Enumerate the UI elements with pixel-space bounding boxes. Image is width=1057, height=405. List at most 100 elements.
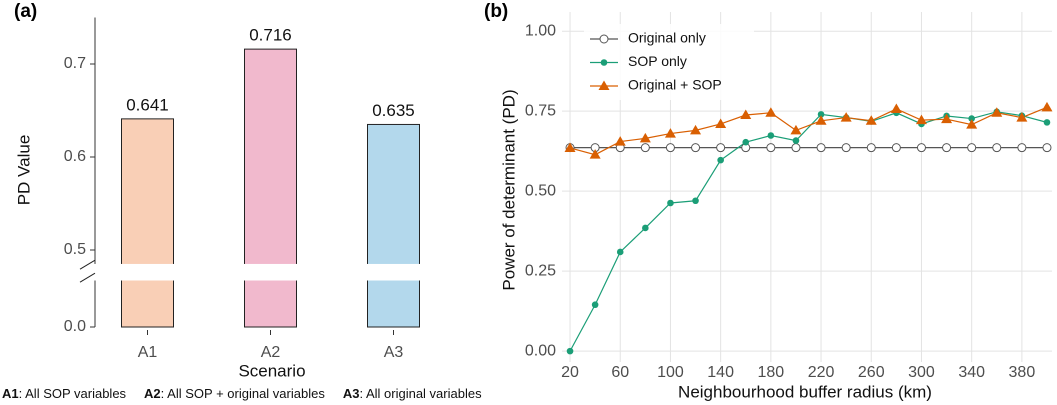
y-axis-title: Power of determinant (PD)	[499, 89, 518, 290]
y-tick-label: 0.7	[64, 55, 86, 72]
caption-text: : All original variables	[359, 386, 482, 401]
marker	[1016, 112, 1028, 122]
x-tick-label: A3	[384, 344, 404, 361]
legend-label: Original + SOP	[628, 77, 722, 93]
marker	[816, 143, 826, 153]
marker	[589, 149, 601, 159]
x-tick-label: 100	[657, 364, 684, 381]
caption-text: : All SOP + original variables	[161, 386, 326, 401]
legend-label: SOP only	[628, 53, 687, 69]
bar	[121, 118, 174, 328]
marker	[716, 143, 726, 153]
marker	[1017, 143, 1027, 153]
marker	[691, 143, 701, 153]
marker	[942, 143, 952, 153]
value-label: 0.635	[372, 101, 415, 120]
bar	[367, 123, 420, 328]
marker	[890, 103, 902, 113]
marker	[715, 118, 727, 128]
y-tick-label: 0.0	[64, 318, 86, 335]
break-mark	[79, 259, 96, 270]
marker	[614, 136, 626, 146]
marker	[1042, 143, 1052, 153]
marker	[815, 115, 827, 125]
marker	[665, 143, 675, 153]
marker	[916, 143, 926, 153]
x-tick-label: 220	[808, 364, 835, 381]
x-tick-label: 300	[908, 364, 935, 381]
x-tick-label: 140	[707, 364, 734, 381]
break-mark	[79, 272, 96, 283]
marker	[664, 128, 676, 138]
marker	[792, 137, 800, 144]
marker	[765, 107, 777, 117]
marker	[966, 119, 978, 129]
x-tick-label: A2	[261, 344, 281, 361]
marker	[817, 111, 825, 118]
series-line	[569, 111, 1048, 352]
marker	[564, 142, 576, 152]
marker	[865, 115, 877, 125]
marker	[640, 143, 650, 153]
marker	[967, 143, 977, 153]
marker	[740, 109, 752, 120]
marker	[766, 143, 776, 153]
x-axis-title: Scenario	[238, 361, 305, 380]
x-tick-label: 380	[1009, 364, 1036, 381]
marker	[1041, 101, 1053, 112]
marker	[841, 143, 851, 153]
caption-code: A1	[2, 386, 19, 401]
value-label: 0.716	[249, 26, 292, 45]
marker	[790, 124, 802, 135]
y-tick-label: 0.5	[64, 241, 86, 258]
marker	[791, 143, 801, 153]
x-tick-label: A1	[138, 344, 158, 361]
marker	[866, 143, 876, 153]
y-tick-label: 0.6	[64, 148, 86, 165]
marker	[1043, 119, 1051, 126]
x-tick-label: 260	[858, 364, 885, 381]
x-tick-label: 180	[758, 364, 785, 381]
marker	[968, 115, 975, 122]
marker	[667, 199, 674, 207]
bar	[244, 48, 297, 328]
marker	[598, 80, 610, 90]
marker	[991, 107, 1003, 117]
y-tick-label: 0.00	[525, 342, 556, 359]
marker	[717, 156, 724, 164]
value-label: 0.641	[126, 95, 169, 114]
caption: A1: All SOP variables A2: All SOP + origi…	[2, 386, 482, 401]
y-tick-label: 0.25	[525, 262, 556, 279]
marker	[690, 124, 702, 135]
caption-code: A3	[343, 386, 360, 401]
x-tick-label: 340	[958, 364, 985, 381]
marker	[767, 132, 775, 139]
panel-label: (a)	[14, 1, 37, 22]
marker	[599, 34, 609, 44]
x-axis-title: Neighbourhood buffer radius (km)	[678, 382, 932, 401]
marker	[616, 248, 624, 256]
x-tick-label: 60	[611, 364, 629, 381]
legend-label: Original only	[628, 30, 706, 46]
y-axis-title: PD Value	[14, 135, 33, 206]
caption-text: : All SOP variables	[19, 386, 127, 401]
marker	[742, 138, 750, 146]
y-tick-label: 0.50	[525, 182, 556, 199]
x-tick-label: 20	[561, 364, 579, 381]
axis-break	[70, 263, 430, 281]
marker	[941, 113, 953, 124]
y-tick-label: 1.00	[525, 22, 556, 39]
marker	[566, 347, 574, 355]
panel-label: (b)	[484, 1, 508, 22]
marker	[692, 197, 699, 205]
caption-code: A2	[144, 386, 161, 401]
marker	[840, 112, 852, 122]
marker	[591, 301, 599, 309]
marker	[642, 224, 649, 232]
y-tick-label: 0.75	[525, 102, 556, 119]
marker	[915, 114, 927, 125]
marker	[600, 59, 608, 66]
series-line	[569, 106, 1048, 156]
marker	[891, 143, 901, 153]
